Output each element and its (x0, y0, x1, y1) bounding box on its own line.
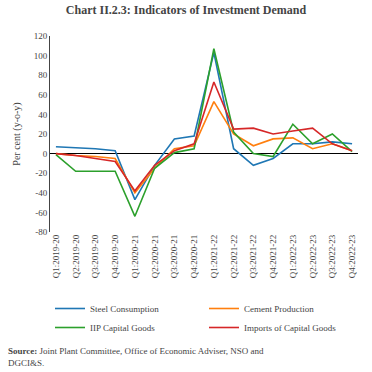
svg-text:Q3:2022-23: Q3:2022-23 (327, 234, 337, 278)
svg-text:Q4:2021-22: Q4:2021-22 (268, 235, 278, 279)
svg-text:IIP Capital Goods: IIP Capital Goods (90, 323, 155, 333)
svg-text:-40: -40 (35, 188, 47, 198)
svg-text:60: 60 (38, 90, 48, 100)
svg-text:Q3:2020-21: Q3:2020-21 (169, 235, 179, 279)
svg-text:-60: -60 (35, 208, 47, 218)
svg-text:Q3:2019-20: Q3:2019-20 (90, 234, 100, 278)
svg-text:Q4:2020-21: Q4:2020-21 (189, 235, 199, 279)
svg-text:120: 120 (34, 31, 48, 41)
svg-text:0: 0 (43, 149, 48, 159)
svg-text:Source: Joint Plant Committee,: Source: Joint Plant Committee, Office of… (8, 346, 264, 368)
svg-text:20: 20 (38, 129, 48, 139)
svg-text:Chart II.2.3: Indicators of In: Chart II.2.3: Indicators of Investment D… (66, 3, 307, 17)
svg-text:Q1:2020-21: Q1:2020-21 (130, 235, 140, 279)
svg-text:Q1:2019-20: Q1:2019-20 (51, 234, 61, 278)
svg-text:Steel Consumption: Steel Consumption (90, 304, 159, 314)
svg-text:40: 40 (38, 110, 48, 120)
svg-text:Q3:2021-22: Q3:2021-22 (248, 235, 258, 279)
svg-text:Q4:2022-23: Q4:2022-23 (347, 234, 357, 278)
svg-text:Q2:2021-22: Q2:2021-22 (229, 235, 239, 279)
svg-text:Q2:2020-21: Q2:2020-21 (150, 235, 160, 279)
svg-text:Q1:2022-23: Q1:2022-23 (288, 234, 298, 278)
svg-text:100: 100 (34, 51, 48, 61)
svg-text:80: 80 (38, 70, 48, 80)
svg-text:Imports of Capital Goods: Imports of Capital Goods (244, 323, 336, 333)
svg-text:Per cent (y-o-y): Per cent (y-o-y) (11, 102, 23, 165)
svg-text:Q2:2022-23: Q2:2022-23 (308, 234, 318, 278)
svg-text:-80: -80 (35, 227, 47, 237)
svg-text:Cement Production: Cement Production (244, 304, 314, 314)
svg-text:Q1:2021-22: Q1:2021-22 (209, 235, 219, 279)
svg-text:Q4:2019-20: Q4:2019-20 (110, 234, 120, 278)
svg-text:-20: -20 (35, 168, 47, 178)
svg-text:Q2:2019-20: Q2:2019-20 (71, 234, 81, 278)
